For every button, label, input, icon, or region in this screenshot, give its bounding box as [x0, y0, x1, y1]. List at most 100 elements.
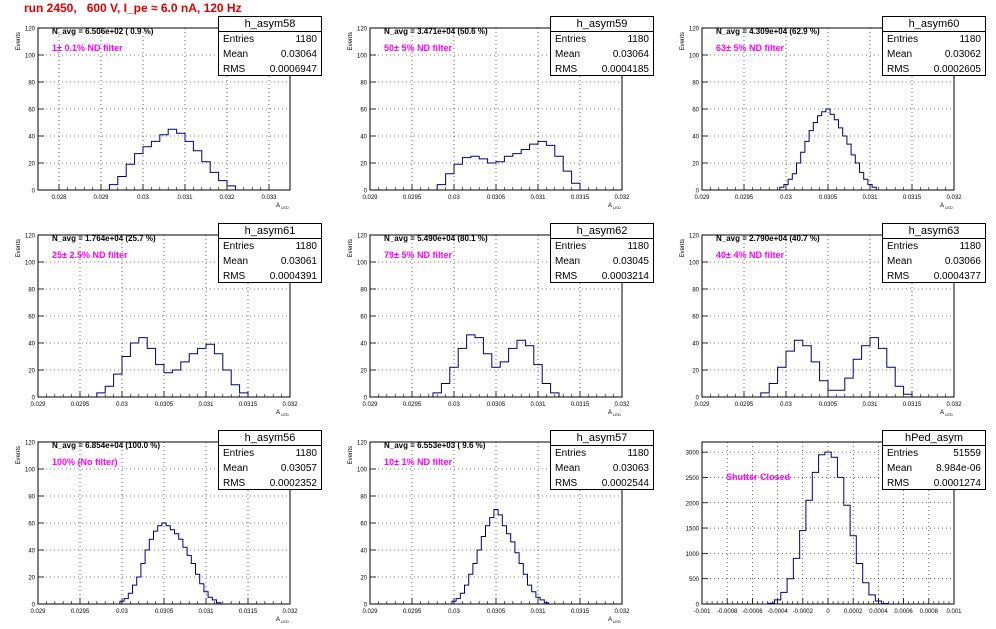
y-tick-label: 3000 — [686, 451, 700, 457]
x-tick-label: 0.029 — [694, 195, 710, 201]
y-tick-label: 80 — [28, 288, 35, 294]
stats-box-title: h_asym61 — [219, 224, 321, 239]
y-tick-label: 0 — [696, 396, 700, 402]
stats-row-rms: RMS 0.0006947 — [219, 62, 321, 77]
y-tick-label: 40 — [28, 135, 35, 141]
y-axis-label: Events — [348, 239, 354, 257]
stats-value-mean: 0.03064 — [280, 49, 317, 60]
x-tick-label: 0.0008 — [920, 609, 939, 615]
y-tick-label: 0 — [32, 603, 36, 609]
stats-row-entries: Entries 1180 — [551, 32, 653, 47]
y-tick-label: 60 — [692, 315, 699, 321]
x-axis-label-sub: LED — [613, 412, 621, 417]
y-tick-label: 1500 — [686, 527, 700, 533]
stats-label-rms: RMS — [223, 271, 246, 282]
stats-row-entries: Entries 1180 — [219, 239, 321, 254]
x-tick-label: 0.032 — [946, 195, 962, 201]
y-tick-label: 100 — [357, 54, 368, 60]
stats-value-entries: 1180 — [295, 241, 317, 252]
stats-row-rms: RMS 0.0002544 — [551, 476, 653, 491]
stats-value-rms: 0.0002352 — [269, 478, 317, 489]
stats-box: h_asym61 Entries 1180 Mean 0.03061 RMS 0.00043… — [218, 223, 322, 283]
y-tick-label: 40 — [692, 135, 699, 141]
y-tick-label: 20 — [360, 162, 367, 168]
x-tick-label: 0.031 — [198, 402, 214, 408]
stats-box: h_asym59 Entries 1180 Mean 0.03064 RMS 0.00041… — [550, 16, 654, 76]
x-tick-label: -0.0008 — [717, 609, 738, 615]
histogram-line — [108, 128, 236, 190]
x-axis-label-sub: LED — [945, 412, 953, 417]
n-avg-label: N_avg = 3.471e+04 (50.6 %) — [384, 27, 488, 36]
stats-label-entries: Entries — [887, 241, 919, 252]
y-tick-label: 100 — [25, 261, 36, 267]
stats-label-mean: Mean — [555, 256, 581, 267]
x-tick-label: 0.031 — [530, 195, 546, 201]
x-tick-label: 0.0295 — [71, 609, 90, 615]
histogram-line — [760, 337, 913, 397]
y-tick-label: 40 — [28, 549, 35, 555]
stats-label-mean: Mean — [223, 256, 249, 267]
stats-row-rms: RMS 0.0001274 — [883, 476, 985, 491]
stats-value-rms: 0.0002605 — [933, 64, 981, 75]
stats-label-entries: Entries — [555, 34, 587, 45]
stats-row-entries: Entries 1180 — [551, 239, 653, 254]
histogram-pad-h_asym56: 0 20 40 60 80 100 120 0.029 0.0295 0.03 0.0305 0.03… — [0, 422, 332, 629]
y-axis-label: Events — [16, 239, 22, 257]
histogram-line — [761, 451, 889, 605]
histogram-line — [96, 337, 249, 397]
x-tick-label: 0.031 — [177, 195, 193, 201]
n-avg-label: N_avg = 6.553e+03 ( 9.6 %) — [384, 441, 486, 450]
x-tick-label: 0.0315 — [239, 402, 258, 408]
stats-value-mean: 0.03057 — [280, 463, 317, 474]
x-tick-label: 0.0305 — [155, 609, 174, 615]
x-axis-label: A — [608, 203, 612, 209]
x-tick-label: 0.031 — [530, 609, 546, 615]
filter-label: 1± 0.1% ND filter — [52, 43, 123, 53]
stats-value-mean: 0.03063 — [612, 463, 649, 474]
y-tick-label: 100 — [25, 468, 36, 474]
x-tick-label: 0.033 — [261, 195, 277, 201]
stats-label-rms: RMS — [887, 64, 910, 75]
histogram-pad-h_asym59: 0 20 40 60 80 100 120 0.029 0.0295 0.03 0.0305 0.03… — [332, 8, 664, 215]
stats-label-mean: Mean — [887, 256, 913, 267]
stats-value-entries: 1180 — [627, 448, 649, 459]
x-tick-label: 0.032 — [219, 195, 235, 201]
stats-box: h_asym62 Entries 1180 Mean 0.03045 RMS 0.00032… — [550, 223, 654, 283]
y-tick-label: 80 — [360, 81, 367, 87]
stats-value-entries: 51559 — [953, 448, 981, 459]
stats-label-entries: Entries — [223, 448, 255, 459]
stats-label-mean: Mean — [555, 463, 581, 474]
stats-box-title: h_asym62 — [551, 224, 653, 239]
annotation-label: Shutter Closed — [726, 472, 791, 482]
y-tick-label: 40 — [692, 342, 699, 348]
stats-value-mean: 0.03064 — [612, 49, 649, 60]
y-tick-label: 20 — [28, 162, 35, 168]
stats-value-rms: 0.0003214 — [601, 271, 649, 282]
x-tick-label: 0.0315 — [239, 609, 258, 615]
n-avg-label: N_avg = 5.490e+04 (80.1 %) — [384, 234, 488, 243]
stats-value-rms: 0.0006947 — [269, 64, 317, 75]
x-axis-label-sub: LED — [945, 205, 953, 210]
stats-row-entries: Entries 1180 — [551, 446, 653, 461]
y-tick-label: 120 — [25, 441, 36, 447]
x-tick-label: 0.032 — [614, 402, 630, 408]
x-tick-label: 0.0305 — [487, 402, 506, 408]
y-tick-label: 60 — [28, 108, 35, 114]
y-tick-label: 40 — [360, 342, 367, 348]
y-axis-label: Events — [348, 32, 354, 50]
x-tick-label: 0.0002 — [844, 609, 863, 615]
stats-value-rms: 0.0004185 — [601, 64, 649, 75]
stats-value-mean: 0.03061 — [280, 256, 317, 267]
x-tick-label: 0.029 — [362, 195, 378, 201]
stats-label-rms: RMS — [555, 64, 578, 75]
y-tick-label: 100 — [689, 54, 700, 60]
y-tick-label: 120 — [689, 27, 700, 33]
x-tick-label: 0.0305 — [487, 609, 506, 615]
y-tick-label: 80 — [360, 288, 367, 294]
stats-label-entries: Entries — [223, 241, 255, 252]
stats-row-rms: RMS 0.0004185 — [551, 62, 653, 77]
x-tick-label: 0.029 — [93, 195, 109, 201]
y-tick-label: 100 — [357, 468, 368, 474]
filter-label: 25± 2.5% ND filter — [52, 250, 128, 260]
stats-value-entries: 1180 — [959, 241, 981, 252]
